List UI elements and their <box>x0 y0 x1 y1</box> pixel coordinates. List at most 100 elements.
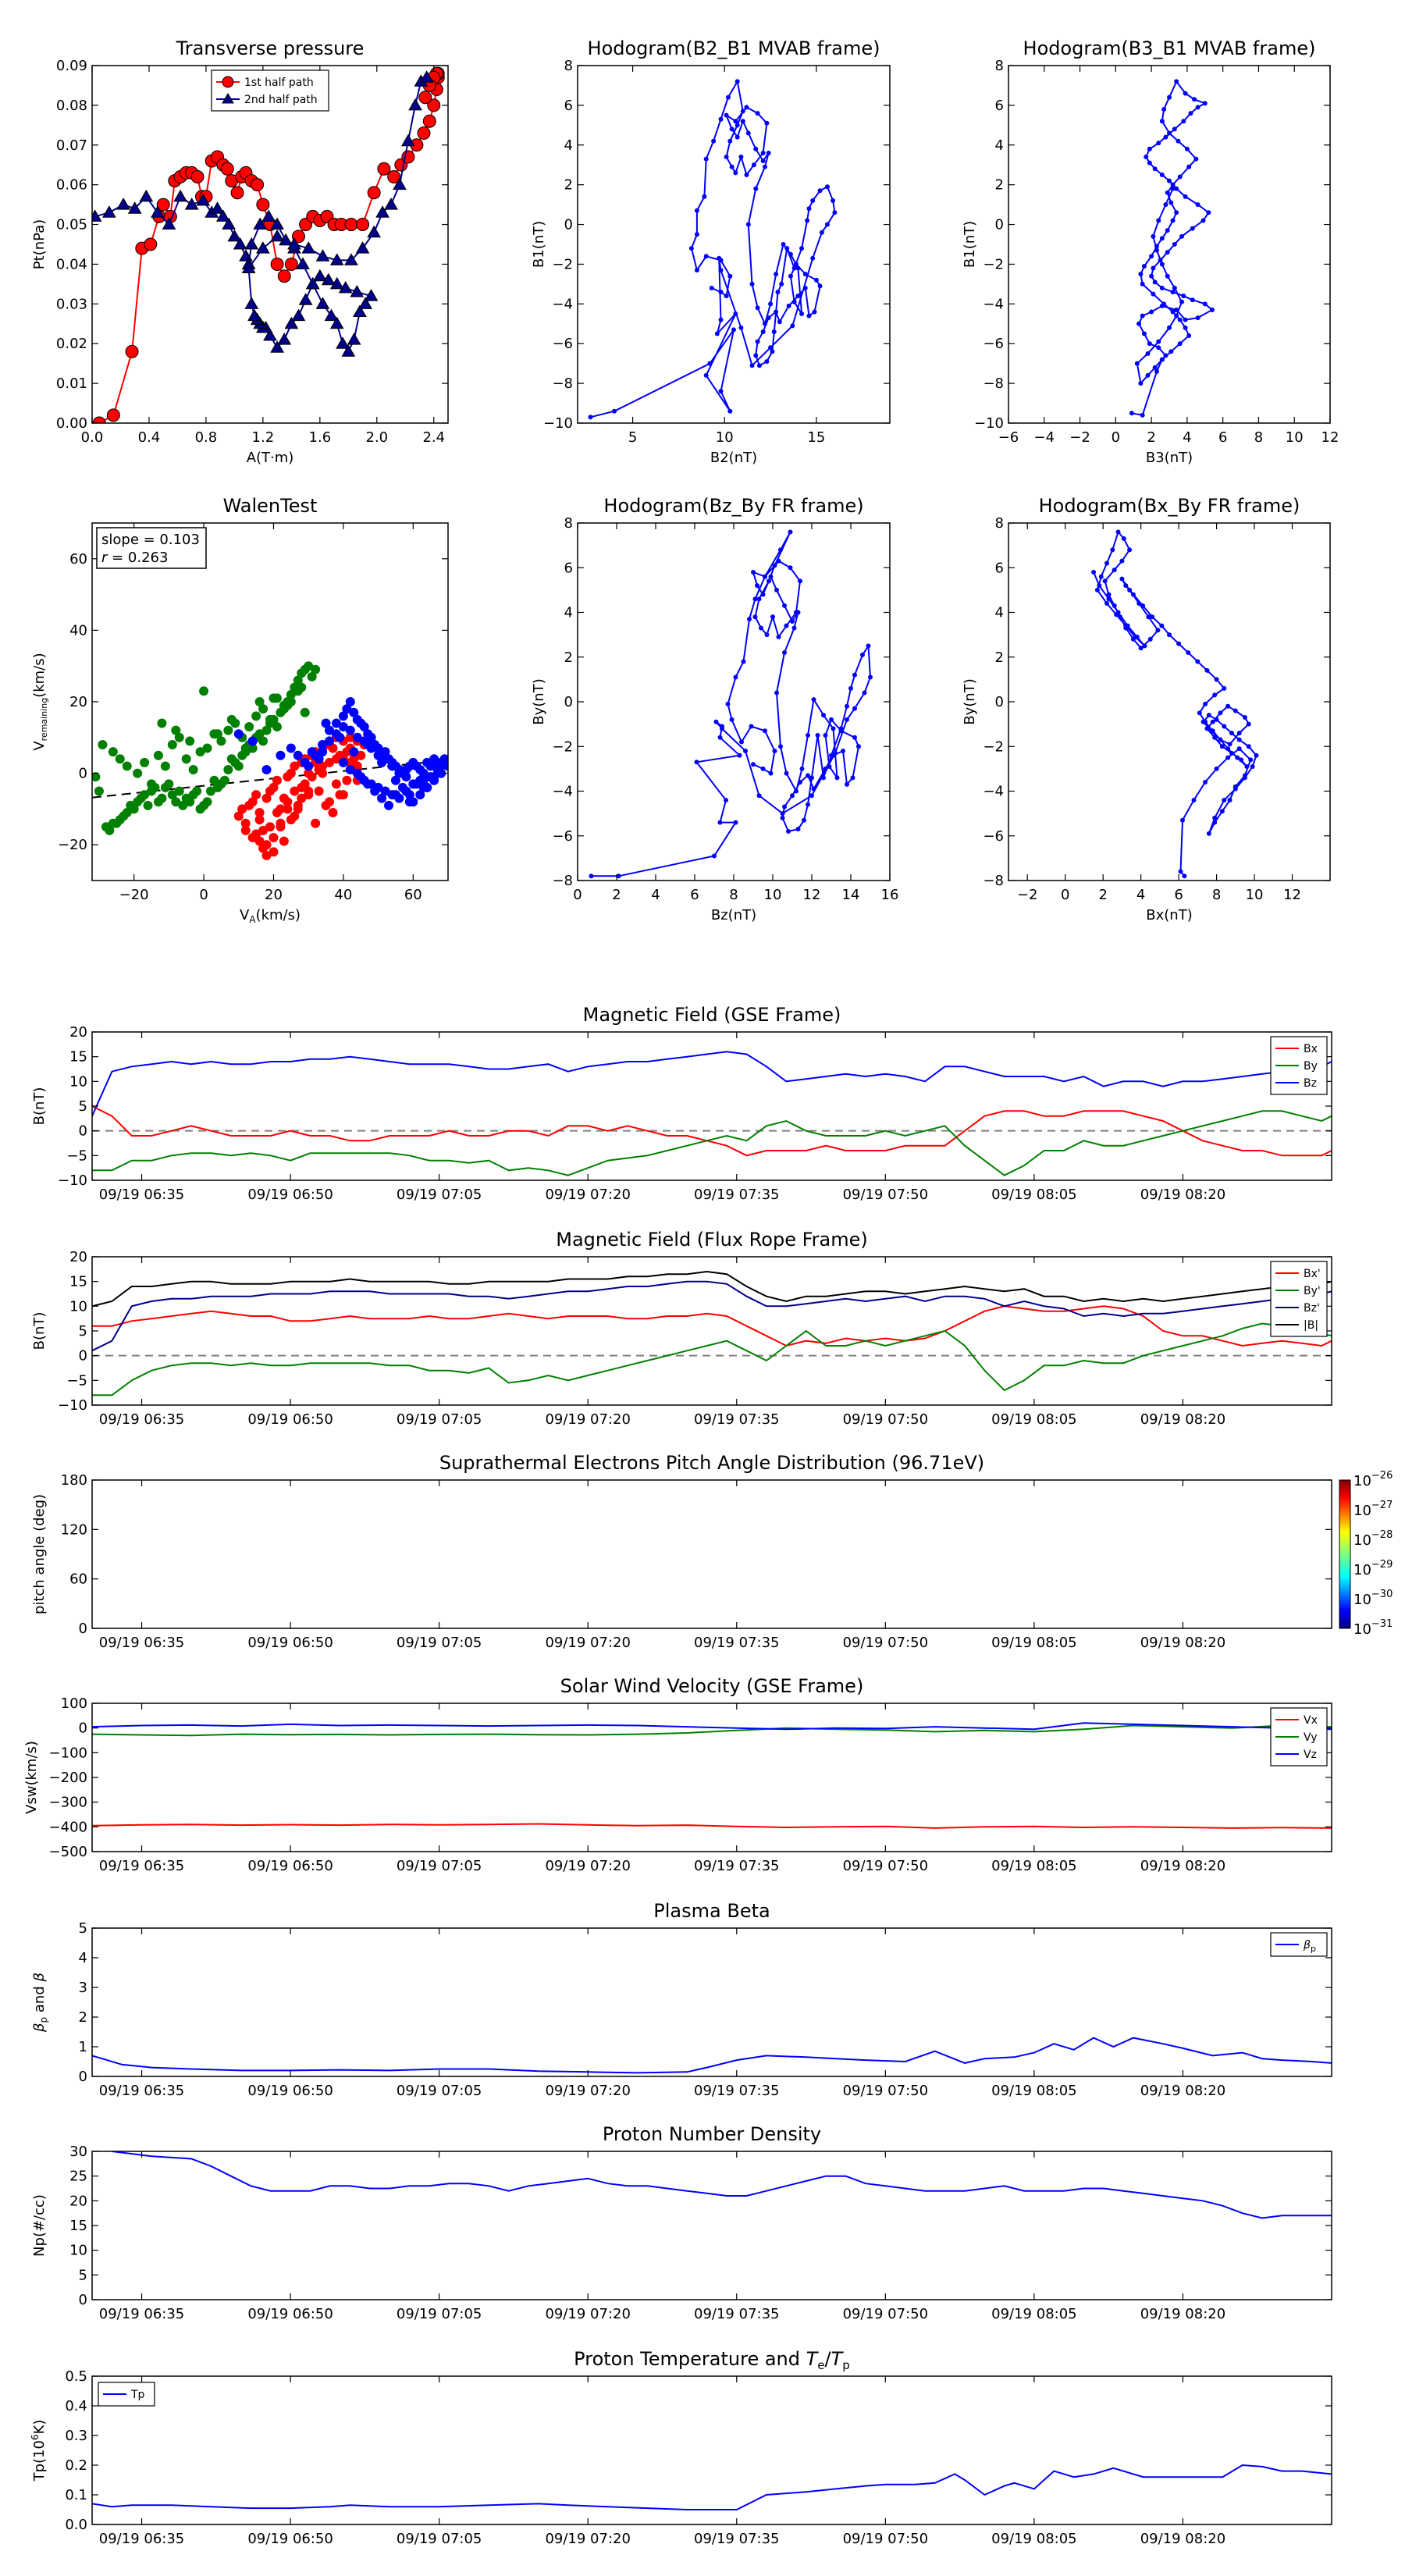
data-point <box>1152 166 1158 172</box>
data-point <box>845 717 849 722</box>
colorbar-tick-label: 10−31 <box>1353 1618 1393 1638</box>
data-point <box>254 729 265 739</box>
x-tick-label: 14 <box>842 887 860 903</box>
x-tick-label: 09/19 08:20 <box>1140 1187 1225 1203</box>
data-point <box>1167 178 1172 183</box>
x-tick-label: 09/19 07:05 <box>397 2083 482 2099</box>
data-point <box>1125 623 1130 628</box>
data-point <box>1219 744 1225 749</box>
data-point <box>1218 737 1223 742</box>
data-point <box>776 634 781 639</box>
data-point <box>1212 692 1218 698</box>
data-point <box>1248 757 1254 763</box>
data-point <box>717 820 723 825</box>
y-axis-label: Vremaining(km/s) <box>31 653 49 750</box>
data-point <box>806 313 812 318</box>
data-point <box>813 277 819 283</box>
data-point <box>1138 272 1144 277</box>
data-point <box>1168 349 1174 354</box>
chart-title: Transverse pressure <box>176 37 365 59</box>
data-point <box>791 265 797 271</box>
series-Vz <box>92 1722 1332 1731</box>
data-point <box>1195 105 1200 110</box>
data-point <box>331 779 341 789</box>
data-point <box>335 732 345 742</box>
x-axis-label: A(T·m) <box>247 450 294 466</box>
data-point <box>1119 576 1125 582</box>
data-point <box>247 743 258 753</box>
series-line <box>1093 530 1257 877</box>
data-point <box>1119 558 1125 564</box>
y-tick-label: −4 <box>983 784 1004 800</box>
data-point <box>156 197 170 212</box>
data-point <box>823 732 828 738</box>
y-tick-label: 0.01 <box>56 375 87 392</box>
data-point <box>729 126 735 132</box>
data-point <box>286 689 296 699</box>
x-tick-label: 09/19 07:20 <box>545 2083 630 2099</box>
data-point <box>806 206 812 212</box>
x-tick-label: 09/19 08:05 <box>991 1858 1076 1874</box>
data-point <box>763 321 767 326</box>
data-point <box>703 254 709 259</box>
data-point <box>244 297 259 309</box>
data-point <box>122 761 132 771</box>
data-point <box>860 652 865 657</box>
series-|B| <box>92 1270 1332 1308</box>
data-point <box>1138 381 1144 386</box>
data-point <box>240 825 251 835</box>
data-point <box>380 747 390 757</box>
data-point <box>307 671 317 681</box>
data-point <box>717 735 723 740</box>
data-point <box>284 316 299 329</box>
legend: Tp <box>98 2382 155 2407</box>
data-point <box>694 232 699 237</box>
data-point <box>329 316 344 329</box>
data-point <box>794 262 799 267</box>
data-point <box>1168 200 1174 205</box>
data-point <box>286 743 296 753</box>
data-point <box>202 797 212 807</box>
data-point <box>1186 650 1191 656</box>
x-tick-label: 09/19 07:05 <box>397 1187 482 1203</box>
data-point <box>233 811 244 821</box>
data-point <box>743 748 748 753</box>
panel-hodo_b3b1: Hodogram(B3_B1 MVAB frame) −6 −4 −2 0 2 4 6 8 10 1… <box>962 37 1339 466</box>
data-point <box>390 790 400 800</box>
y-tick-label: −5 <box>66 1147 87 1164</box>
data-point <box>195 747 205 757</box>
data-point <box>401 772 411 782</box>
x-tick-label: 09/19 07:35 <box>694 2531 779 2547</box>
x-tick-label: 09/19 07:05 <box>397 1635 482 1651</box>
data-point <box>184 197 199 210</box>
data-point <box>147 779 156 789</box>
series-line <box>92 1270 1332 1308</box>
y-tick-label: 4 <box>995 137 1004 154</box>
data-point <box>1156 339 1161 344</box>
annotation-frame <box>96 527 207 569</box>
data-point <box>1142 643 1147 649</box>
series-line <box>590 79 836 418</box>
data-point <box>233 237 247 250</box>
y-tick-label: 0.4 <box>65 2398 87 2414</box>
data-point <box>1165 250 1170 255</box>
x-tick-label: 2.4 <box>422 429 445 446</box>
panel-walen: WalenTest −20 0 20 40 60 −20 0 20 40 60 VA(km/s) Vre… <box>31 495 449 925</box>
data-point <box>256 197 270 212</box>
data-point <box>164 779 174 789</box>
x-tick-label: 0 <box>1112 429 1120 446</box>
legend-label: 1st half path <box>244 76 314 89</box>
data-point <box>1195 315 1200 321</box>
data-point <box>254 815 265 825</box>
data-point <box>106 408 120 422</box>
data-point <box>1203 701 1208 706</box>
data-point <box>116 197 130 210</box>
data-point <box>251 829 261 839</box>
data-point <box>1115 610 1121 615</box>
y-tick-label: 0 <box>564 694 573 710</box>
data-point <box>270 257 284 271</box>
x-axis-label: VA(km/s) <box>240 907 301 925</box>
data-point <box>338 711 348 721</box>
data-point <box>244 722 254 732</box>
x-tick-label: 12 <box>803 887 821 903</box>
